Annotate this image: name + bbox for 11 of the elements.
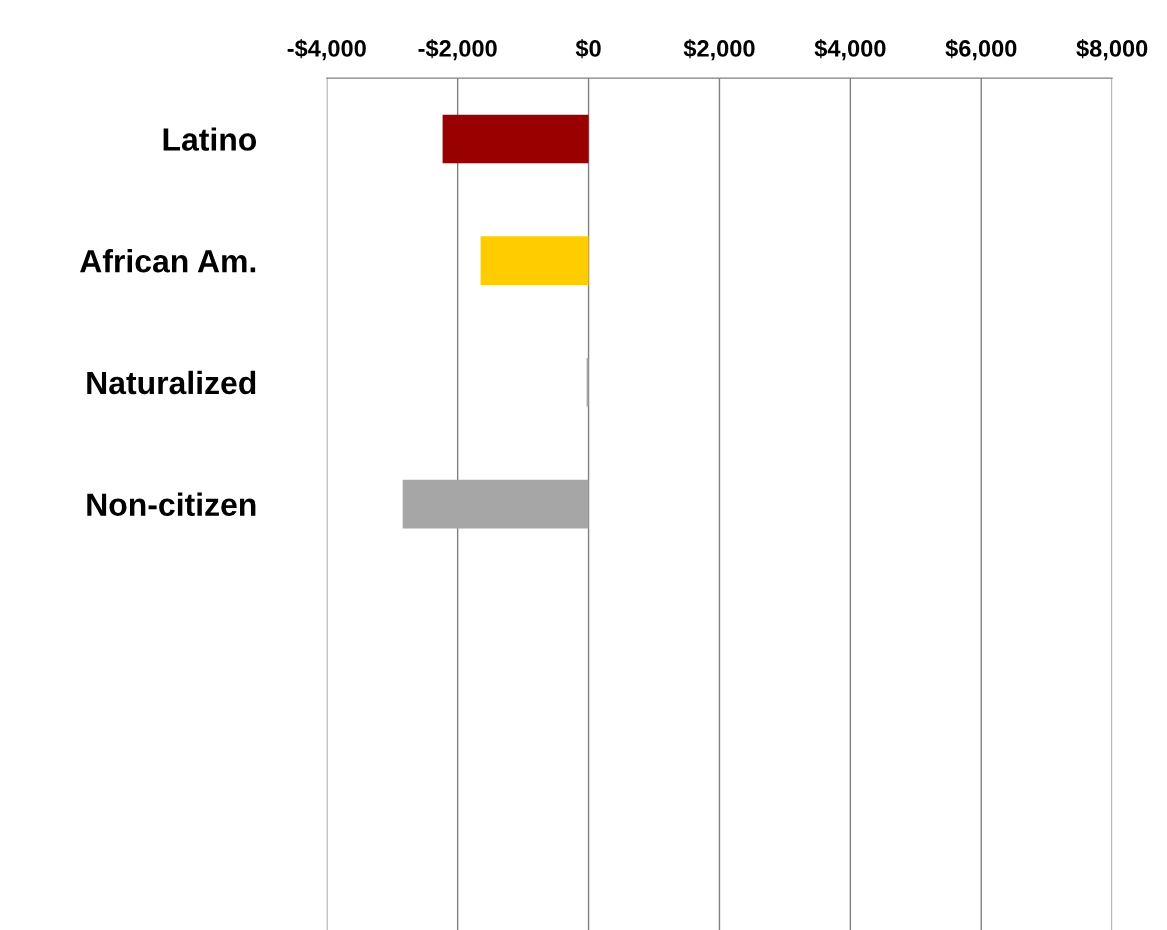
y-tick-label: Naturalized: [87, 370, 256, 395]
x-tick-label: -$2,000: [418, 39, 497, 61]
x-tick-label: $4,000: [814, 39, 886, 61]
x-tick-label: $8,000: [1076, 39, 1148, 61]
x-tick-label: -$4,000: [287, 39, 366, 61]
x-tick-label: $0: [575, 39, 601, 59]
x-tick-label: $6,000: [945, 39, 1017, 61]
y-tick-label: African Am.: [80, 249, 256, 273]
y-tick-label: Non-citizen: [87, 492, 256, 516]
x-tick-label: $2,000: [683, 39, 755, 61]
y-tick-label: Latino: [163, 127, 257, 151]
